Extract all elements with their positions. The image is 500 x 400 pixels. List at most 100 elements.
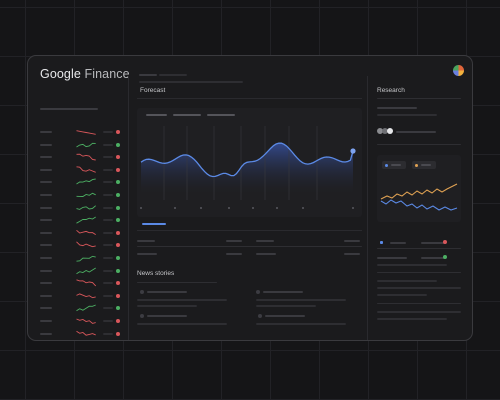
watchlist-ticker (40, 168, 52, 171)
account-avatar-icon[interactable] (453, 65, 464, 76)
watchlist-status-dot (116, 130, 120, 134)
research-line (377, 280, 437, 282)
watchlist-sparkline (76, 255, 96, 262)
watchlist-row[interactable] (28, 128, 128, 136)
research-line (377, 107, 417, 109)
watchlist-value (103, 294, 113, 297)
watchlist-row[interactable] (28, 191, 128, 199)
watchlist-row[interactable] (28, 241, 128, 249)
forecast-axis-tick (302, 207, 304, 209)
research-rule (377, 98, 461, 99)
compare-chip-orange[interactable] (412, 161, 436, 169)
watchlist-sparkline (76, 216, 96, 224)
watchlist-value (103, 143, 113, 146)
compare-series-orange (380, 183, 458, 200)
research-title: Research (377, 87, 405, 94)
watchlist-ticker (40, 294, 52, 297)
news-source-icon (140, 314, 144, 318)
watchlist-value (103, 206, 113, 209)
news-source-icon (258, 314, 262, 318)
forecast-chart[interactable] (137, 108, 362, 217)
news-headline[interactable] (147, 291, 187, 293)
watchlist-row[interactable] (28, 141, 128, 149)
watchlist-row[interactable] (28, 166, 128, 174)
brand-product: Finance (84, 67, 130, 81)
news-headline[interactable] (263, 291, 303, 293)
watchlist-row[interactable] (28, 216, 128, 224)
research-line (396, 131, 436, 133)
watchlist-sparkline (76, 229, 96, 235)
tab-active-indicator[interactable] (142, 223, 166, 225)
watchlist-row[interactable] (28, 178, 128, 186)
watchlist-header (40, 108, 98, 110)
news-headline-line (256, 299, 346, 301)
research-line (421, 257, 445, 259)
compare-chart[interactable] (377, 155, 461, 222)
watchlist-value (103, 332, 113, 335)
watchlist-sparkline (76, 330, 96, 336)
stat-value (226, 240, 242, 242)
watchlist-row[interactable] (28, 229, 128, 237)
watchlist-ticker (40, 257, 52, 259)
watchlist-value (103, 257, 113, 259)
watchlist-row[interactable] (28, 317, 128, 325)
watchlist-value (103, 282, 113, 285)
brand-google: Google (40, 67, 81, 81)
watchlist-sparkline (76, 267, 96, 274)
watchlist-ticker (40, 181, 52, 184)
watchlist-value (103, 320, 113, 322)
watchlist-sparkline (76, 192, 96, 197)
research-rule (377, 248, 461, 249)
news-rule (137, 282, 217, 283)
forecast-chart-svg (140, 126, 356, 209)
watchlist-row[interactable] (28, 254, 128, 262)
watchlist-row[interactable] (28, 267, 128, 275)
watchlist-sparkline (76, 318, 96, 324)
news-headline-line (137, 323, 227, 325)
watchlist-row[interactable] (28, 330, 128, 338)
forecast-title: Forecast (140, 87, 166, 94)
watchlist-sparkline (76, 304, 96, 312)
watchlist-status-dot (116, 319, 120, 323)
research-rule (377, 303, 461, 304)
watchlist-value (103, 244, 113, 247)
view-toggle-icon[interactable] (377, 128, 393, 134)
watchlist-row[interactable] (28, 279, 128, 287)
research-rule (377, 144, 461, 145)
forecast-axis-tick (200, 207, 202, 209)
watchlist-sparkline (76, 130, 96, 135)
watchlist-row[interactable] (28, 304, 128, 312)
right-divider (367, 76, 368, 340)
watchlist-status-dot (116, 218, 120, 223)
news-source-icon (256, 290, 260, 294)
news-headline[interactable] (265, 315, 305, 317)
stat-value (344, 253, 360, 255)
watchlist-status-dot (116, 230, 120, 235)
app-logo[interactable]: Google Finance (40, 67, 130, 81)
watchlist-value (103, 269, 113, 272)
news-title: News stories (137, 270, 175, 277)
watchlist-row[interactable] (28, 292, 128, 300)
forecast-title-rule (137, 98, 362, 99)
watchlist-status-dot (116, 281, 120, 286)
forecast-axis-tick (140, 207, 142, 209)
watchlist-row[interactable] (28, 153, 128, 161)
watchlist-row[interactable] (28, 204, 128, 212)
stat-label (256, 253, 276, 255)
watchlist-status-dot (116, 155, 120, 160)
watchlist-sparkline (76, 166, 96, 173)
stat-label (256, 240, 274, 242)
news-headline[interactable] (147, 315, 187, 317)
watchlist-value (103, 181, 113, 184)
stat-value (226, 253, 242, 255)
forecast-axis-tick (352, 207, 354, 209)
news-headline-line (137, 305, 197, 307)
watchlist-sparkline (76, 178, 96, 185)
watchlist-ticker (40, 332, 52, 335)
news-source-icon (140, 290, 144, 294)
watchlist-sparkline (76, 204, 96, 210)
research-rule (377, 272, 461, 273)
watchlist-value (103, 168, 113, 171)
compare-chip-blue[interactable] (382, 161, 406, 169)
watchlist-status-dot (116, 268, 120, 273)
